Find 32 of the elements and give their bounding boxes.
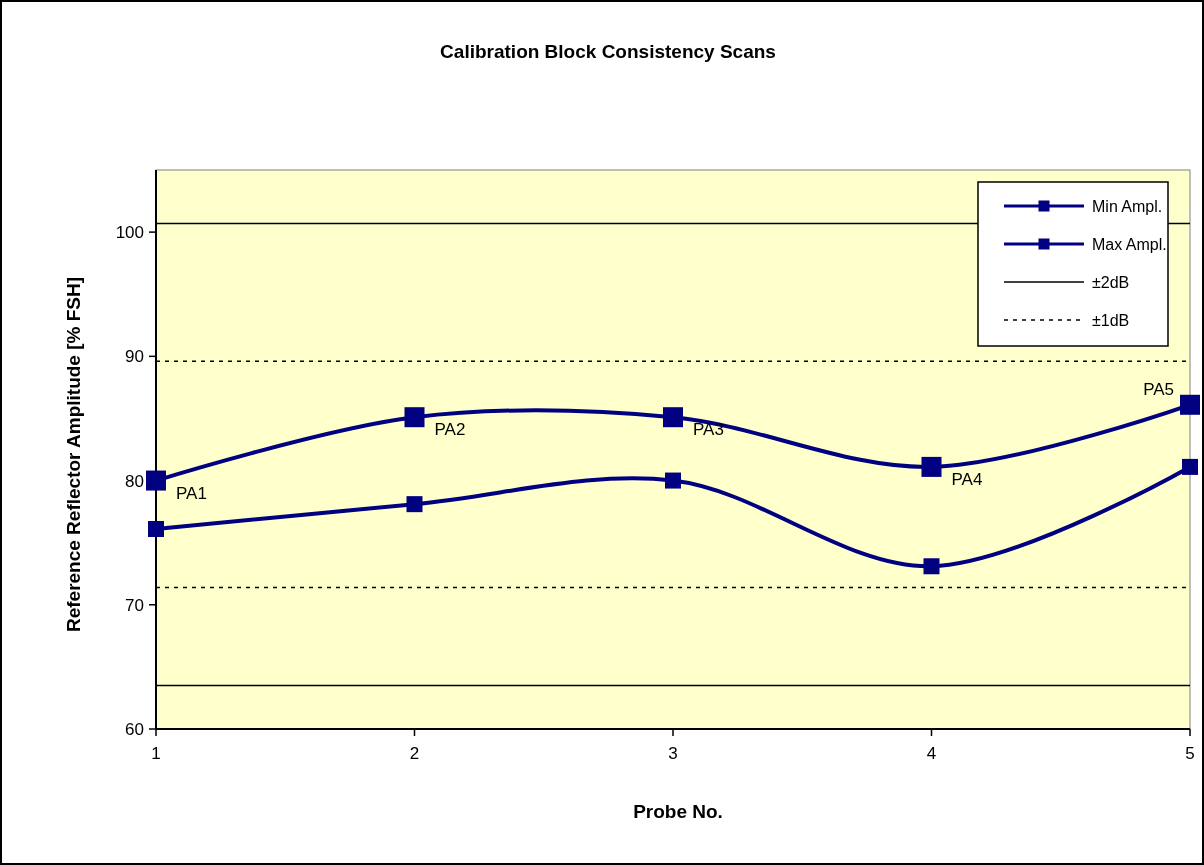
- x-tick-label: 2: [409, 744, 420, 763]
- y-tick-label: 70: [125, 595, 144, 615]
- x-tick-label: 1: [151, 744, 161, 763]
- annotation: PA2: [434, 420, 466, 440]
- y-tick-label: 90: [125, 347, 144, 367]
- x-axis-title: Probe No.: [633, 801, 723, 822]
- legend-label: Min Ampl.: [1092, 197, 1163, 215]
- x-tick-label: 4: [926, 744, 937, 763]
- point: [406, 496, 423, 513]
- annotation: PA1: [176, 483, 207, 503]
- x-tick-label: 3: [668, 744, 678, 763]
- legend-label: ±1dB: [1092, 311, 1130, 329]
- point: [665, 472, 681, 489]
- annotation: PA3: [693, 420, 724, 440]
- y-tick-label: 60: [125, 719, 144, 739]
- y-tick-label: 80: [125, 471, 144, 491]
- chart-title: Calibration Block Consistency Scans: [440, 41, 776, 62]
- point: [404, 407, 425, 428]
- annotation: PA4: [951, 469, 983, 489]
- point: [148, 521, 164, 537]
- point: [1180, 394, 1200, 415]
- legend-label: Max Ampl.: [1092, 235, 1167, 253]
- y-tick-label: 100: [115, 223, 144, 243]
- annotation: PA5: [1143, 379, 1174, 399]
- legend-label: ±2dB: [1092, 273, 1130, 291]
- point: [663, 407, 683, 428]
- y-axis-title: Reference Reflector Amplitude [% FSH]: [63, 276, 84, 633]
- point: [921, 456, 942, 477]
- x-tick-label: 5: [1185, 744, 1195, 763]
- point: [923, 558, 940, 575]
- point: [1182, 458, 1198, 475]
- point: [146, 470, 166, 491]
